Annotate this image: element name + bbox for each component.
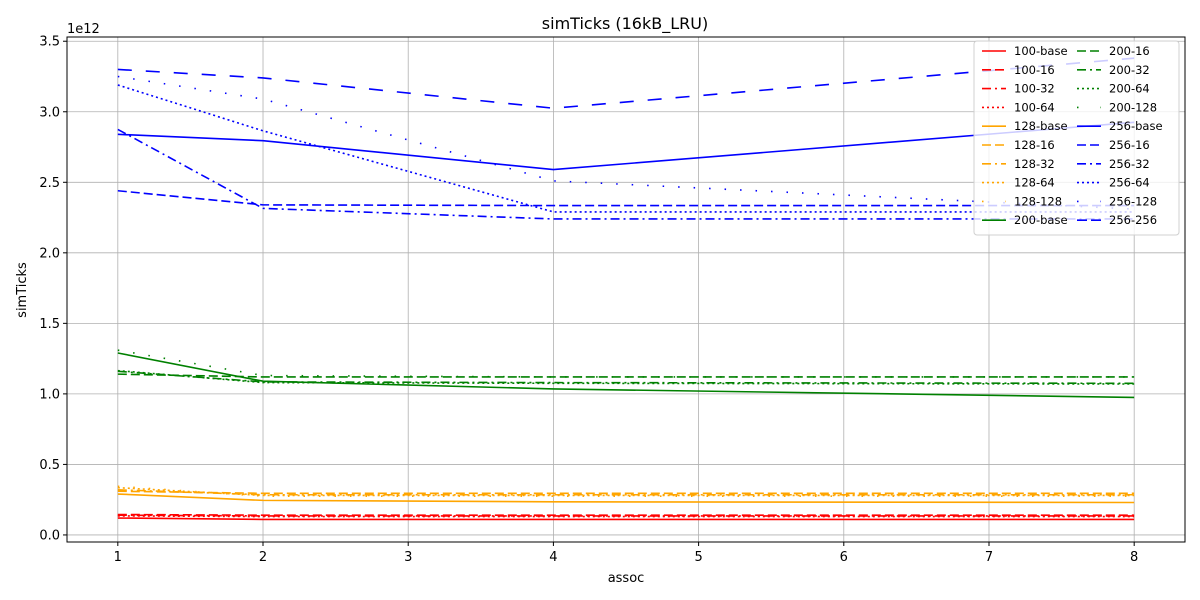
series-line-100-64 <box>117 515 1135 518</box>
series-line-200-16 <box>117 373 1135 378</box>
x-tick-label: 8 <box>1130 550 1138 565</box>
series-line-100-base <box>117 517 1135 521</box>
series-line-256-256 <box>117 57 1135 110</box>
legend-label: 128-base <box>1014 119 1068 133</box>
legend-label: 128-64 <box>1014 176 1055 190</box>
x-tick-label: 7 <box>985 550 993 565</box>
x-tick-label: 1 <box>114 550 122 565</box>
y-tick-label: 2.0 <box>39 246 60 261</box>
legend-label: 256-64 <box>1109 176 1150 190</box>
legend: 100-base 100-16 100-32 100-64 128-base 128-16… <box>973 40 1180 236</box>
legend-label: 128-128 <box>1014 194 1062 208</box>
legend-label: 256-base <box>1109 119 1163 133</box>
y-tick-label: 1.5 <box>39 317 60 332</box>
legend-label: 100-32 <box>1014 82 1055 96</box>
x-tick-label: 5 <box>694 550 702 565</box>
legend-label: 256-32 <box>1109 157 1150 171</box>
series-line-200-base <box>117 352 1135 399</box>
x-tick-label: 2 <box>259 550 267 565</box>
series-line-200-64 <box>117 369 1135 385</box>
y-tick-label: 0.5 <box>39 458 60 473</box>
legend-label: 256-128 <box>1109 194 1157 208</box>
y-tick-label: 3.0 <box>39 105 60 120</box>
series-line-256-base <box>117 121 1135 171</box>
y-axis-label: simTicks <box>15 262 30 318</box>
legend-label: 200-64 <box>1109 82 1150 96</box>
y-axis-ticks: 0.0 0.5 1.0 1.5 2.0 2.5 3.0 3.5 <box>39 35 67 543</box>
series-line-100-32 <box>117 514 1135 517</box>
legend-label: 200-32 <box>1109 63 1150 77</box>
x-tick-label: 4 <box>549 550 557 565</box>
legend-label: 100-16 <box>1014 63 1055 77</box>
legend-label: 200-16 <box>1109 44 1150 58</box>
legend-label: 100-64 <box>1014 100 1055 114</box>
legend-box <box>973 40 1180 236</box>
chart-title: simTicks (16kB_LRU) <box>542 14 708 34</box>
series-lines <box>117 57 1135 521</box>
series-line-128-64 <box>117 486 1135 497</box>
x-tick-label: 3 <box>404 550 412 565</box>
series-line-100-16 <box>117 513 1135 516</box>
y-offset-text: 1e12 <box>67 22 100 37</box>
series-line-256-64 <box>117 84 1135 213</box>
y-tick-label: 0.0 <box>39 528 60 543</box>
legend-label: 200-128 <box>1109 100 1157 114</box>
legend-label: 128-32 <box>1014 157 1055 171</box>
legend-label: 100-base <box>1014 44 1068 58</box>
legend-label: 128-16 <box>1014 138 1055 152</box>
plot-area-frame <box>66 36 1186 543</box>
legend-label: 256-16 <box>1109 138 1150 152</box>
x-axis-ticks: 1 2 3 4 5 6 7 8 <box>114 542 1138 565</box>
series-line-128-base <box>117 493 1135 504</box>
y-tick-label: 1.0 <box>39 387 60 402</box>
series-line-256-32 <box>117 128 1135 220</box>
y-tick-label: 3.5 <box>39 35 60 50</box>
legend-label: 200-base <box>1014 213 1068 227</box>
x-axis-label: assoc <box>608 571 645 586</box>
y-tick-label: 2.5 <box>39 176 60 191</box>
legend-label: 256-256 <box>1109 213 1157 227</box>
series-line-200-128 <box>117 349 1135 378</box>
series-line-128-16 <box>117 490 1135 495</box>
series-line-256-16 <box>117 189 1135 207</box>
x-tick-label: 6 <box>840 550 848 565</box>
series-line-128-32 <box>117 489 1135 496</box>
